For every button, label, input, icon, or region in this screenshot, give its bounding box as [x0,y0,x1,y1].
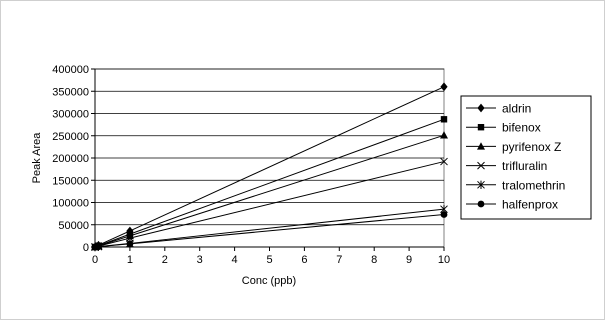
x-tick-label: 2 [162,254,168,266]
y-tick-label: 350000 [52,86,89,98]
x-tick-label: 3 [197,254,203,266]
x-tick-label: 6 [301,254,307,266]
x-tick-label: 10 [438,254,450,266]
data-point-halfenprox [126,240,134,248]
legend-label: halfenprox [502,198,558,212]
y-tick-label: 300000 [52,109,89,121]
tick-labels: 0 50000 100000 150000 200000 250000 300000 3500… [52,64,450,266]
x-tick-label: 1 [127,254,133,266]
marker-stroke [477,161,485,170]
y-tick-label: 150000 [52,175,89,187]
series-layer [91,82,448,252]
x-tick-label: 9 [406,254,412,266]
x-tick-label: 5 [266,254,272,266]
grid-lines [95,68,444,226]
data-point-halfenprox [95,243,102,251]
y-tick-label: 50000 [58,220,89,232]
data-point-bifenox [440,116,448,123]
legend-item-halfenprox: halfenprox [466,198,558,212]
y-tick-label: 200000 [52,153,89,165]
legend-marker [477,161,485,170]
data-point-aldrin [440,82,448,92]
marker-stroke [440,157,448,166]
legend-box [460,95,592,220]
legend-marker [477,142,485,150]
legend-label: aldrin [502,102,531,116]
x-tick-label: 8 [371,254,377,266]
y-tick-label: 250000 [52,131,89,143]
y-tick-label: 400000 [52,64,89,76]
legend-label: tralomethrin [502,178,565,192]
x-tick-label: 7 [336,254,342,266]
x-tick-label: 4 [232,254,238,266]
legend-marker [477,103,485,113]
legend-item-trifluralin: trifluralin [466,159,547,173]
data-point-trifluralin [440,157,448,166]
y-tick-label: 100000 [52,198,89,210]
legend-label: pyrifenox Z [502,140,561,154]
x-tick-label: 0 [92,254,98,266]
x-axis-title: Conc (ppb) [242,275,296,287]
legend-item-pyrifenox-z: pyrifenox Z [466,140,561,154]
legend-item-aldrin: aldrin [466,102,531,116]
legend-marker [477,200,485,208]
legend-marker [477,180,485,189]
legend-label: trifluralin [502,159,547,173]
data-point-halfenprox [440,211,448,218]
y-tick-label: 0 [83,242,89,254]
legend-marker [477,124,485,131]
legend-item-tralomethrin: tralomethrin [466,178,565,192]
y-axis-title: Peak Area [31,132,43,184]
legend-item-bifenox: bifenox [466,121,541,135]
data-point-pyrifenox-z [440,131,448,139]
series-halfenprox [91,211,448,251]
legend: aldrin bifenox pyrifenox Z trifluralin tralo… [460,95,592,220]
legend-label: bifenox [502,121,541,135]
